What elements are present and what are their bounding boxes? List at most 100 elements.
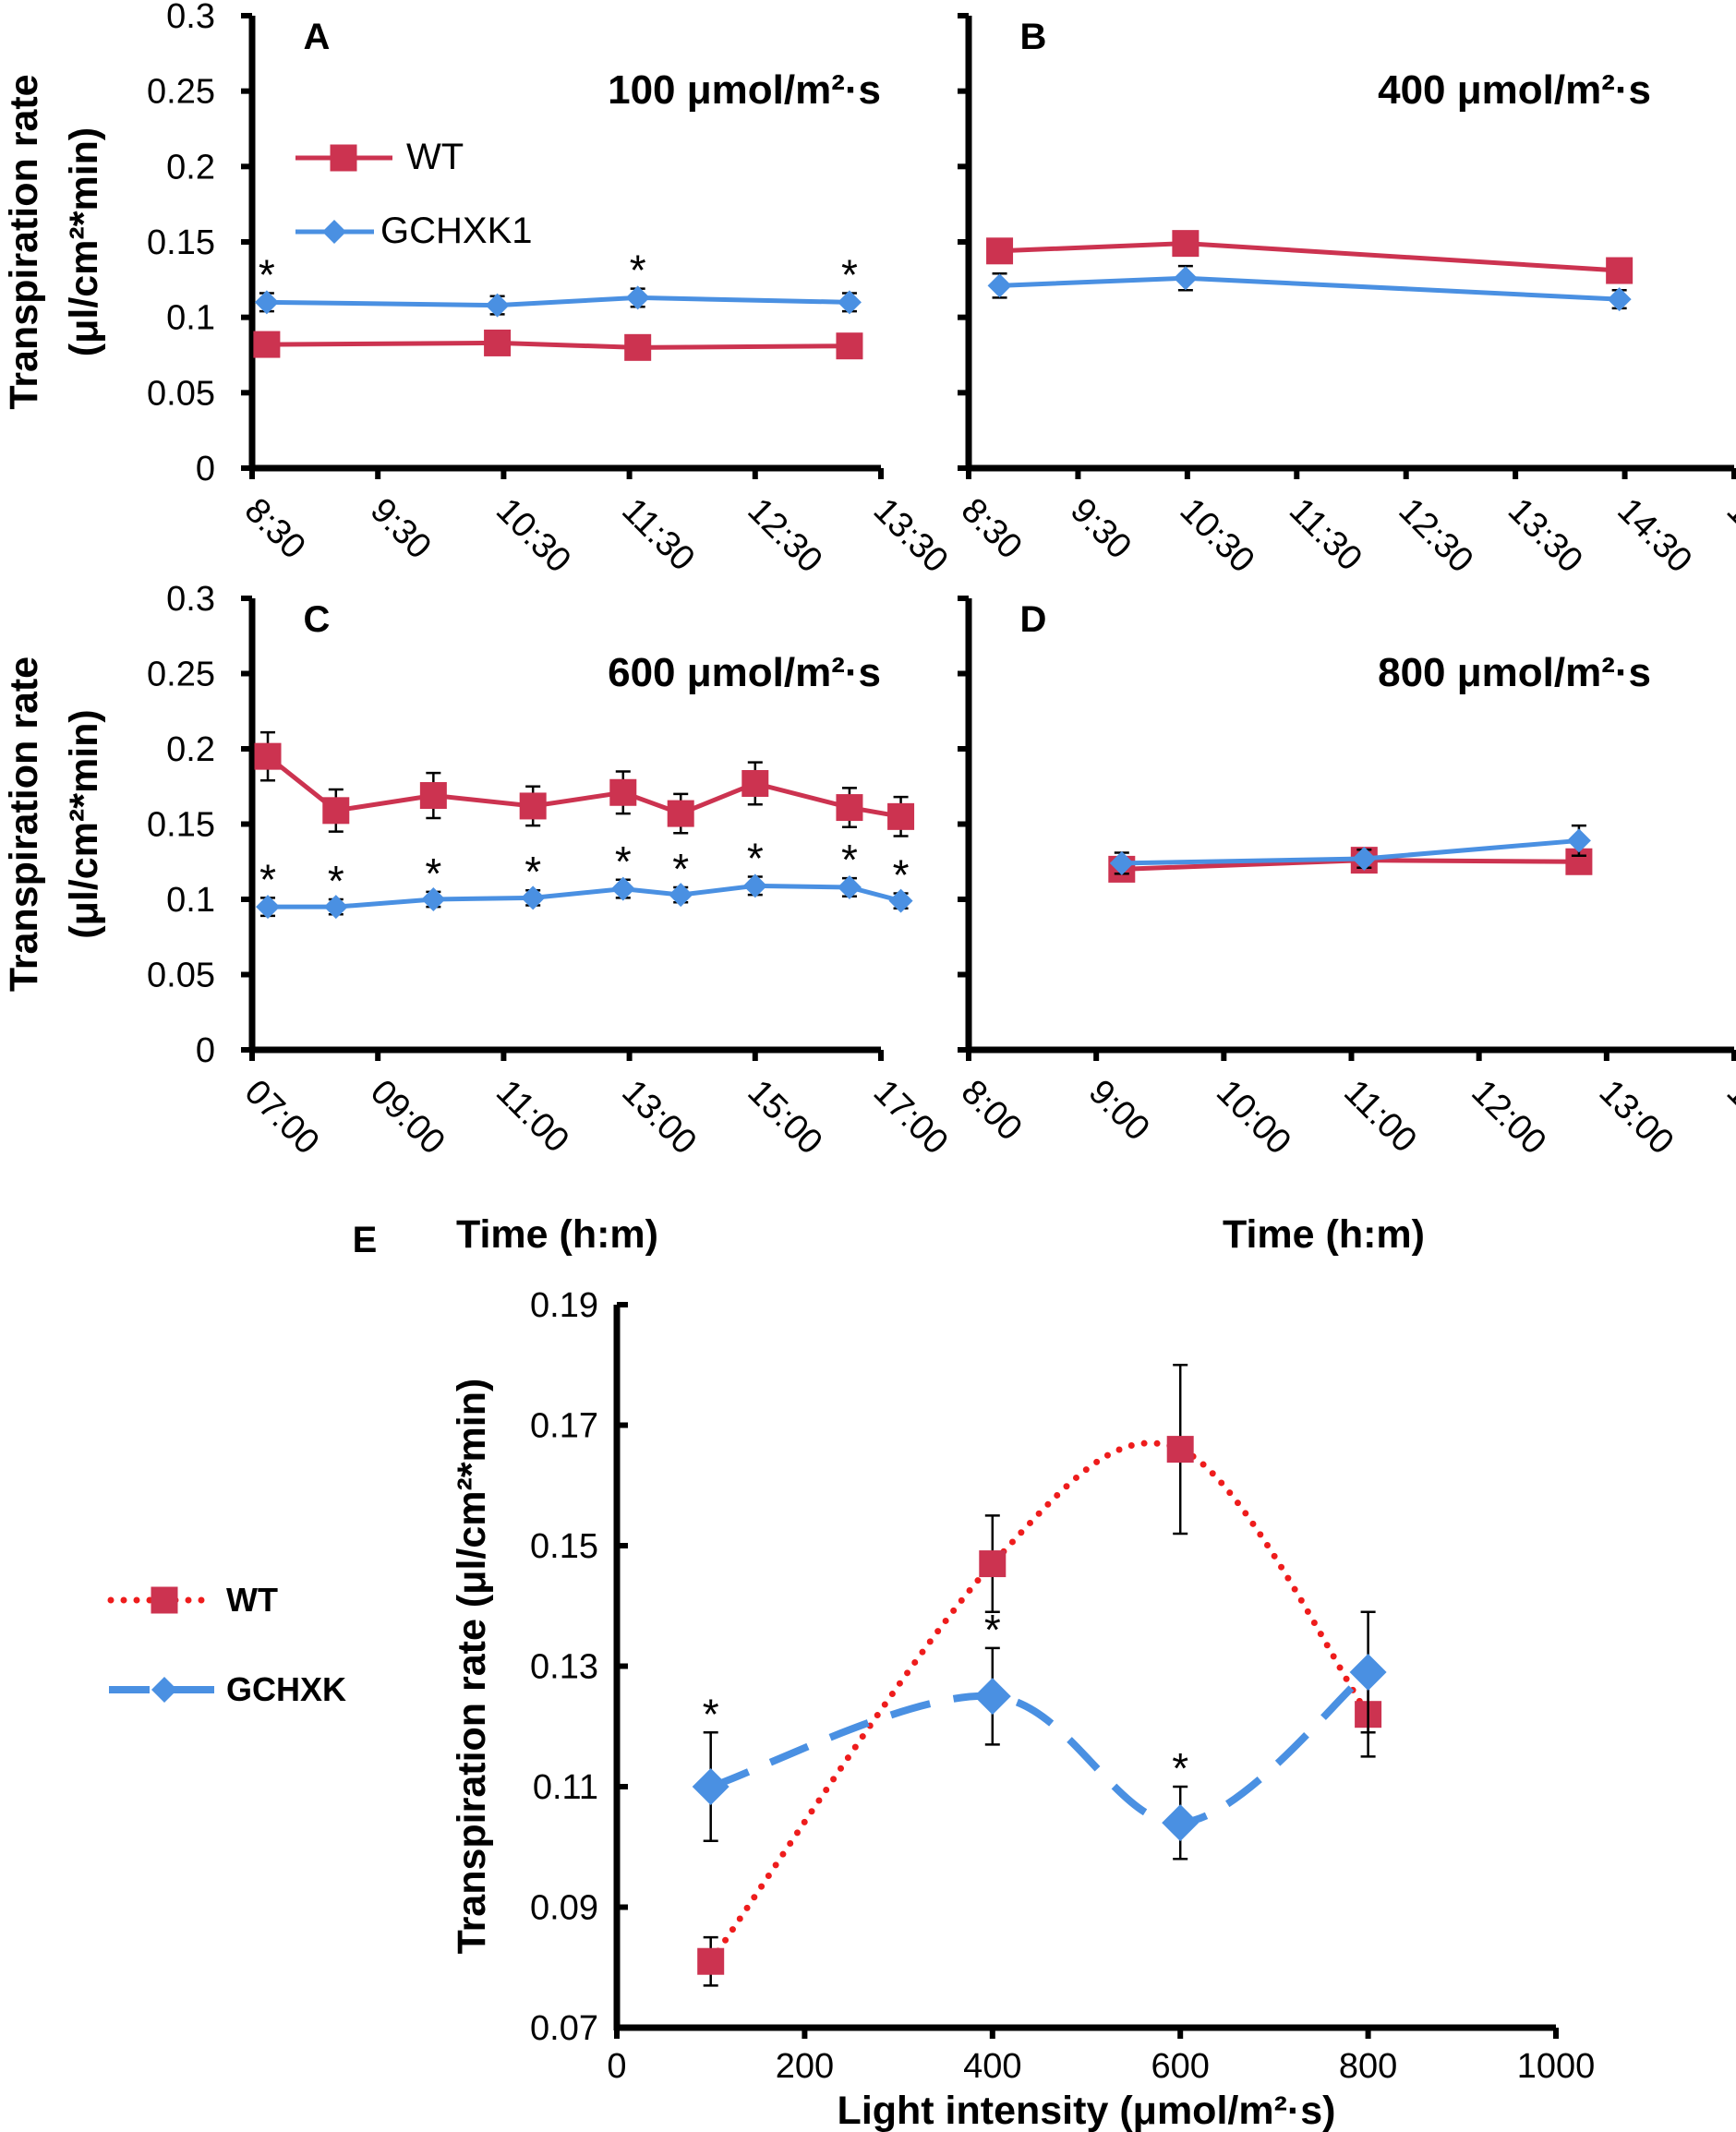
- wt-data-point: [322, 797, 350, 825]
- gchxk1-data-point: [610, 876, 635, 901]
- x-tick-label: 12:30: [1391, 491, 1480, 581]
- x-tick-label: 9:00: [1081, 1073, 1157, 1149]
- y-axis-title: Transpiration rate: [2, 656, 46, 992]
- wt-data-point: [1166, 1436, 1194, 1463]
- wt-series-line: [999, 241, 1620, 273]
- wt-data-point: [253, 331, 281, 358]
- legend-wt-label: WT: [226, 1581, 278, 1619]
- y-tick-label: 0.3: [166, 580, 215, 619]
- x-tick-label: 12:30: [740, 491, 829, 581]
- gchxk-data-point: [1349, 1654, 1387, 1692]
- legend-gchxk1-label: GCHXK1: [380, 211, 533, 251]
- x-tick-label: 17:00: [866, 1073, 956, 1162]
- gchxk1-data-point: [254, 290, 279, 315]
- panel-label: C: [304, 599, 331, 640]
- y-axis-title: Transpiration rate: [2, 74, 46, 409]
- x-tick-label: 8:30: [237, 491, 313, 567]
- gchxk1-data-point: [256, 895, 281, 920]
- significance-star: *: [524, 848, 541, 896]
- gchxk1-data-point: [837, 290, 862, 315]
- x-tick-label: 10:00: [1209, 1073, 1298, 1162]
- x-tick-label: 8:00: [954, 1073, 1030, 1149]
- gchxk1-data-point: [987, 273, 1012, 298]
- x-tick-label: 14:00: [1719, 1073, 1736, 1162]
- significance-star: *: [259, 251, 275, 299]
- y-tick-label: 0.13: [530, 1648, 598, 1687]
- significance-star: *: [425, 849, 441, 897]
- y-tick-label: 0.15: [530, 1527, 598, 1566]
- significance-star: *: [615, 837, 632, 885]
- gchxk1-data-point: [485, 293, 510, 318]
- x-axis-title: Light intensity (μmol/m²·s): [838, 2089, 1336, 2132]
- wt-data-point: [419, 782, 447, 810]
- gchxk1-data-point: [1352, 846, 1377, 871]
- wt-data-point: [697, 1947, 725, 1975]
- y-tick-label: 0.09: [530, 1889, 598, 1928]
- x-tick-label: 14:30: [1609, 491, 1699, 581]
- wt-data-point: [1172, 230, 1200, 258]
- x-tick-label: 8:30: [954, 491, 1030, 567]
- legend-wt-label: WT: [406, 137, 464, 177]
- wt-data-point: [887, 802, 915, 830]
- wt-series-line: [266, 340, 850, 350]
- y-tick-label: 0.3: [166, 0, 215, 36]
- y-tick-label: 0.2: [166, 730, 215, 769]
- x-tick-label: 13:30: [1501, 491, 1590, 581]
- x-tick-label: 9:30: [1063, 491, 1139, 567]
- x-tick-label: 200: [776, 2047, 834, 2086]
- y-tick-label: 0.05: [147, 957, 215, 995]
- gchxk1-data-point: [625, 285, 650, 310]
- x-tick-label: 15:00: [740, 1073, 829, 1162]
- panel-label: E: [353, 1220, 378, 1260]
- y-tick-label: 0.1: [166, 881, 215, 920]
- y-tick-label: 0.05: [147, 374, 215, 413]
- light-intensity-label: 400 μmol/m²·s: [1378, 67, 1651, 113]
- wt-series-line: [266, 754, 901, 819]
- significance-star: *: [1172, 1744, 1188, 1792]
- x-tick-label: 09:00: [363, 1073, 452, 1162]
- light-intensity-label: 600 μmol/m²·s: [608, 650, 881, 695]
- significance-star: *: [893, 850, 910, 898]
- gchxk-data-point: [692, 1768, 729, 1805]
- x-axis-title: Time (h:m): [1223, 1212, 1425, 1257]
- y-tick-label: 0.17: [530, 1407, 598, 1446]
- y-tick-label: 0.07: [530, 2009, 598, 2048]
- gchxk1-data-point: [323, 895, 348, 920]
- gchxk1-data-point: [1566, 828, 1591, 853]
- legend-gchxk1-marker: [322, 220, 346, 244]
- y-axis-title: Transpiration rate (μl/cm²*min): [450, 1379, 494, 1955]
- wt-data-point: [254, 742, 282, 770]
- wt-data-point: [609, 778, 637, 806]
- significance-star: *: [259, 855, 276, 903]
- gchxk1-data-point: [1173, 266, 1198, 291]
- gchxk1-data-point: [837, 874, 862, 899]
- x-tick-label: 400: [963, 2047, 1021, 2086]
- x-tick-label: 15:30: [1719, 491, 1736, 581]
- x-tick-label: 13:30: [866, 491, 956, 581]
- x-tick-label: 12:00: [1464, 1073, 1553, 1162]
- gchxk1-series-line: [999, 275, 1620, 302]
- gchxk-data-point: [1162, 1804, 1200, 1842]
- significance-star: *: [703, 1690, 719, 1738]
- panel-label: A: [304, 17, 331, 57]
- legend-wt-marker: [151, 1586, 178, 1614]
- wt-data-point: [667, 800, 694, 827]
- wt-data-point: [484, 329, 512, 356]
- gchxk1-series-line: [266, 295, 850, 308]
- gchxk1-data-point: [521, 885, 546, 910]
- gchxk-data-point: [973, 1678, 1011, 1716]
- x-tick-label: 11:00: [1336, 1073, 1424, 1161]
- gchxk1-data-point: [742, 873, 767, 898]
- significance-star: *: [328, 857, 344, 905]
- y-tick-label: 0.11: [533, 1768, 598, 1807]
- x-tick-label: 10:30: [1172, 491, 1261, 581]
- x-tick-label: 11:30: [614, 491, 702, 579]
- significance-star: *: [984, 1606, 1001, 1654]
- legend-gchxk-label: GCHXK: [226, 1670, 346, 1708]
- x-axis-title: Time (h:m): [456, 1212, 658, 1257]
- x-tick-label: 11:30: [1282, 491, 1369, 579]
- gchxk1-series-line: [268, 883, 902, 909]
- significance-star: *: [747, 835, 764, 883]
- wt-data-point: [624, 333, 652, 361]
